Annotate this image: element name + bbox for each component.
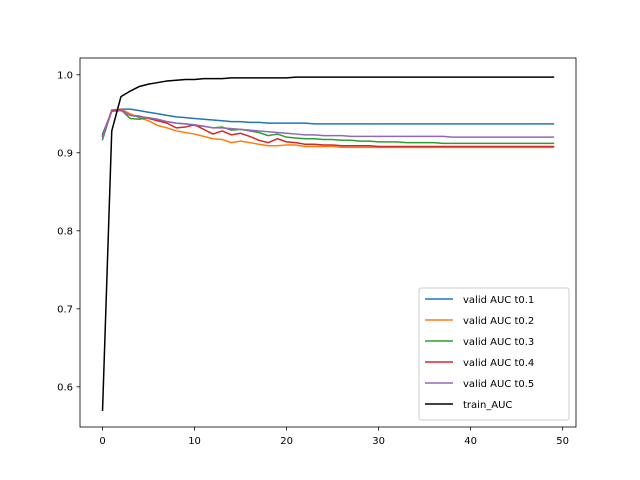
legend-label: valid AUC t0.2 bbox=[463, 316, 534, 327]
x-tick-label: 40 bbox=[464, 436, 477, 447]
y-tick-label: 0.7 bbox=[57, 304, 73, 315]
x-tick-label: 0 bbox=[99, 436, 105, 447]
legend-label: valid AUC t0.1 bbox=[463, 295, 534, 306]
plot-lines bbox=[101, 76, 555, 412]
y-tick-label: 0.8 bbox=[57, 226, 73, 237]
legend: valid AUC t0.1 valid AUC t0.2 valid AUC t0… bbox=[418, 287, 570, 421]
x-tick-label: 20 bbox=[280, 436, 293, 447]
x-tick-label: 50 bbox=[556, 436, 569, 447]
x-axis: 0 10 20 30 40 50 bbox=[99, 427, 569, 447]
y-tick-label: 0.6 bbox=[57, 382, 73, 393]
legend-label: valid AUC t0.3 bbox=[463, 337, 534, 348]
series-line-3 bbox=[101, 109, 555, 148]
series-line-5 bbox=[101, 76, 555, 412]
legend-label: valid AUC t0.5 bbox=[463, 379, 534, 390]
y-tick-label: 0.9 bbox=[57, 148, 73, 159]
legend-label: valid AUC t0.4 bbox=[463, 358, 534, 369]
series-line-1 bbox=[101, 108, 555, 149]
x-tick-label: 30 bbox=[372, 436, 385, 447]
series-line-2 bbox=[101, 109, 555, 145]
x-tick-label: 10 bbox=[188, 436, 201, 447]
legend-label: train_AUC bbox=[463, 400, 512, 411]
plot-frame bbox=[79, 57, 577, 428]
series-line-4 bbox=[101, 109, 555, 138]
series-line-0 bbox=[101, 108, 555, 136]
legend-box bbox=[418, 287, 570, 421]
y-axis: 0.6 0.7 0.8 0.9 1.0 bbox=[57, 70, 80, 393]
y-tick-label: 1.0 bbox=[57, 70, 73, 81]
